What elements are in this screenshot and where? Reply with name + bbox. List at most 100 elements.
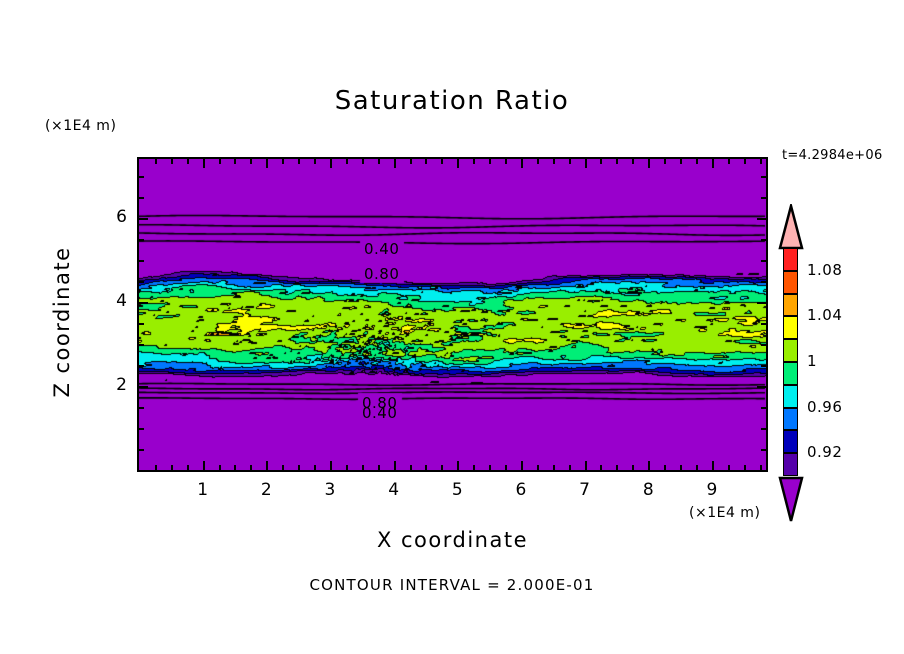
tick-mark [568,159,571,164]
tick-mark [139,175,144,178]
colorbar [783,248,798,476]
tick-mark [600,465,603,470]
tick-mark [505,159,507,164]
contour-label: 0.80 [364,265,400,283]
timestamp-annotation: t=4.2984e+06 [782,148,883,163]
colorbar-band [783,453,798,476]
x-tick-label: 4 [388,480,400,500]
colorbar-band [783,407,798,431]
contour-label: 0.40 [364,240,400,258]
colorbar-band [783,362,798,385]
x-tick-label: 3 [324,480,336,500]
tick-mark [361,465,364,470]
tick-mark [759,159,762,164]
x-tick-label: 9 [706,480,718,500]
tick-mark [757,301,766,304]
tick-mark [425,159,428,164]
y-tick-label: 2 [116,374,127,395]
tick-mark [616,159,619,164]
tick-mark [568,465,571,470]
tick-mark [139,217,148,220]
tick-mark [139,343,144,346]
tick-mark [664,159,667,164]
tick-mark [711,461,714,470]
tick-mark [409,465,412,470]
tick-mark [711,159,714,168]
tick-mark [425,465,428,470]
tick-mark [393,461,396,470]
tick-mark [441,465,444,470]
tick-mark [250,465,253,470]
y-tick-label: 6 [116,206,127,227]
colorbar-band [783,293,798,317]
tick-mark [186,159,189,164]
colorbar-top-cap-icon [778,204,804,250]
tick-mark [139,427,144,430]
tick-mark [584,461,587,470]
tick-mark [473,159,476,164]
tick-mark [409,159,412,164]
tick-mark [695,159,698,164]
tick-mark [314,465,317,470]
tick-mark [154,465,157,470]
colorbar-tick-label: 1.04 [807,306,843,325]
contour-interval-caption: CONTOUR INTERVAL = 2.000E-01 [309,576,595,594]
chart-title: Saturation Ratio [334,86,570,116]
saturation-ratio-field [139,159,766,470]
tick-mark [761,322,766,325]
colorbar-bottom-cap-icon [778,476,804,522]
tick-mark [552,465,555,470]
tick-mark [139,364,144,367]
tick-mark [695,465,698,470]
tick-mark [139,322,144,325]
tick-mark [139,259,144,262]
tick-mark [680,465,683,470]
tick-mark [761,238,766,241]
tick-mark [361,159,364,164]
tick-mark [552,159,555,164]
tick-mark [584,159,587,168]
colorbar-tick-label: 1.08 [807,260,843,279]
tick-mark [632,159,635,164]
tick-mark [743,159,746,164]
tick-mark [664,465,667,470]
tick-mark [314,159,317,164]
x-axis-title: X coordinate [376,528,529,552]
tick-mark [759,465,762,470]
colorbar-tick-label: 1 [807,352,818,370]
tick-mark [329,159,332,168]
tick-mark [441,159,444,164]
x-tick-label: 2 [260,480,272,500]
tick-mark [329,461,332,470]
tick-mark [761,259,766,262]
tick-mark [234,465,237,470]
tick-mark [139,301,148,304]
x-tick-label: 7 [579,480,590,500]
contour-label: 0.80 [362,394,398,412]
tick-mark [139,280,144,283]
tick-mark [266,461,269,470]
tick-mark [727,465,730,470]
tick-mark [202,461,205,470]
x-tick-label: 8 [642,480,654,500]
tick-mark [632,465,635,470]
tick-mark [457,159,460,168]
tick-mark [761,427,766,430]
tick-mark [680,159,683,164]
contour-label: 0.40 [362,404,398,422]
tick-mark [536,159,539,164]
tick-mark [757,217,766,220]
colorbar-tick-label: 0.96 [807,397,843,416]
colorbar-band [783,270,798,294]
tick-mark [234,159,237,164]
tick-mark [139,385,148,388]
tick-mark [761,343,766,346]
tick-mark [139,406,144,409]
tick-mark [457,461,460,470]
tick-mark [282,465,285,470]
tick-mark [761,280,766,283]
x-tick-label: 5 [451,480,463,500]
tick-mark [757,385,766,388]
tick-mark [743,465,746,470]
tick-mark [170,159,173,164]
